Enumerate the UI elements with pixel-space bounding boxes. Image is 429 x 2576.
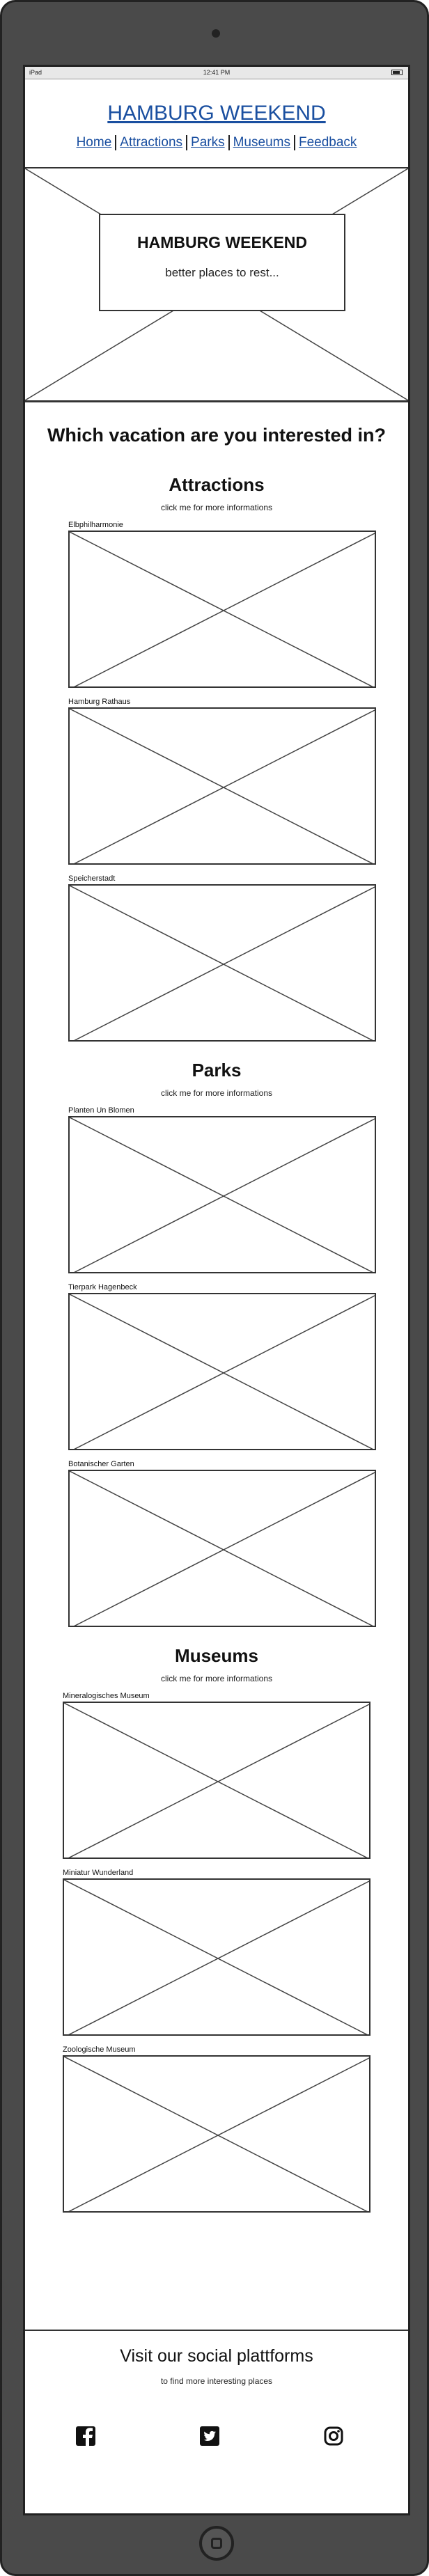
site-footer: Visit our social plattforms to find more… [25,2330,408,2513]
facebook-icon[interactable] [75,2426,96,2447]
hero-banner: HAMBURG WEEKEND better places to rest... [25,168,408,402]
device-label: iPad [29,69,42,76]
sections-container: Attractions click me for more information… [25,474,408,2213]
place-card-label: Elbphilharmonie [68,521,123,529]
home-button[interactable] [199,2526,234,2561]
section-title: Museums [175,1645,258,1666]
status-bar: iPad 12:41 PM [25,67,408,79]
footer-subtitle: to find more interesting places [160,2376,273,2386]
place-image-placeholder[interactable] [68,884,376,1042]
section-hint: click me for more informations [160,1674,273,1683]
camera-icon [212,29,220,38]
place-card[interactable]: Zoologische Museum [63,2045,370,2213]
place-image-placeholder[interactable] [68,1470,376,1627]
nav-museums[interactable]: Museums [233,135,290,150]
section-hint: click me for more informations [160,503,273,512]
place-image-placeholder[interactable] [63,1702,370,1859]
place-card-label: Zoologische Museum [63,2045,136,2054]
nav-divider [115,135,117,150]
place-card-label: Mineralogisches Museum [63,1692,150,1700]
nav-home[interactable]: Home [76,135,112,150]
place-image-placeholder[interactable] [63,1878,370,2036]
place-card-label: Tierpark Hagenbeck [68,1283,137,1291]
nav-attractions[interactable]: Attractions [120,135,183,150]
twitter-icon[interactable] [199,2426,220,2447]
section-museums: Museums click me for more informations Min… [25,1645,408,2213]
section-title: Attractions [169,474,265,495]
nav-parks[interactable]: Parks [191,135,225,150]
hero-title: HAMBURG WEEKEND [136,233,308,251]
site-title-link[interactable]: HAMBURG WEEKEND [107,102,326,125]
place-card-label: Miniatur Wunderland [63,1869,134,1877]
section-attractions: Attractions click me for more information… [25,474,408,1042]
place-image-placeholder[interactable] [68,1293,376,1450]
nav-divider [228,135,230,150]
place-card[interactable]: Hamburg Rathaus [68,698,376,865]
status-time: 12:41 PM [203,69,231,76]
place-image-placeholder[interactable] [68,1116,376,1273]
place-card[interactable]: Planten Un Blomen [68,1106,376,1273]
home-square-icon [211,2538,222,2549]
place-card[interactable]: Speicherstadt [68,874,376,1042]
section-hint: click me for more informations [160,1088,273,1098]
social-links [25,2426,408,2451]
place-card-label: Botanischer Garten [68,1460,134,1468]
place-card-label: Hamburg Rathaus [68,698,131,706]
section-title: Parks [192,1060,242,1081]
hero-text-box: HAMBURG WEEKEND better places to rest... [99,214,345,311]
section-parks: Parks click me for more informations Plant… [25,1060,408,1627]
site-header: HAMBURG WEEKEND Home Attractions Parks Muse… [25,79,408,168]
place-card[interactable]: Mineralogisches Museum [63,1692,370,1859]
vacation-question: Which vacation are you interested in? [47,425,387,446]
nav-divider [293,135,295,150]
battery-icon [391,70,403,75]
main-nav: Home Attractions Parks Museums Feedback [25,135,408,150]
screen: iPad 12:41 PM HAMBURG WEEKEND Home Attrac… [23,65,410,2515]
place-card[interactable]: Botanischer Garten [68,1460,376,1627]
nav-feedback[interactable]: Feedback [298,135,357,150]
nav-divider [186,135,188,150]
place-card-label: Planten Un Blomen [68,1106,134,1115]
place-image-placeholder[interactable] [68,707,376,865]
place-card[interactable]: Tierpark Hagenbeck [68,1283,376,1450]
place-card[interactable]: Miniatur Wunderland [63,1869,370,2036]
place-image-placeholder[interactable] [63,2055,370,2213]
place-image-placeholder[interactable] [68,531,376,688]
footer-title: Visit our social plattforms [120,2346,313,2366]
instagram-icon[interactable] [323,2426,344,2447]
place-card-label: Speicherstadt [68,874,116,883]
place-card[interactable]: Elbphilharmonie [68,521,376,688]
hero-subtitle: better places to rest... [165,266,279,279]
